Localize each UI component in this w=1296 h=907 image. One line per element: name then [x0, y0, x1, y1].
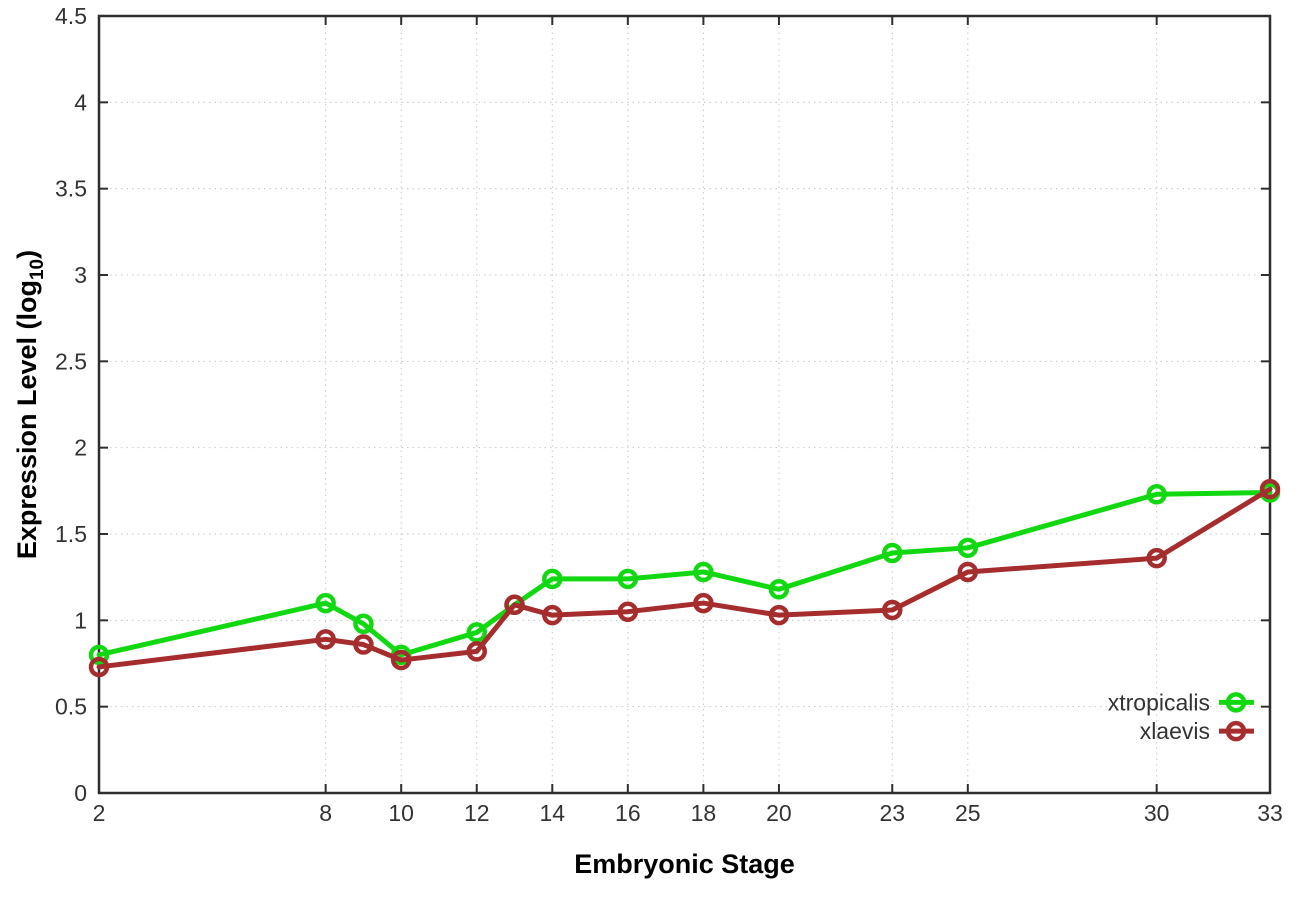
x-tick-label: 12: [464, 800, 490, 826]
series-xtropicalis-marker: [466, 622, 487, 643]
series-xlaevis-line: [96, 486, 1273, 670]
y-axis-title: Expression Level (log10): [12, 250, 48, 559]
series-xlaevis-marker: [466, 641, 487, 662]
y-tick-label: 3: [74, 262, 87, 288]
series-xlaevis-marker: [315, 629, 336, 650]
series-xtropicalis-marker: [542, 568, 563, 590]
series-xlaevis-marker: [390, 649, 412, 671]
series-xlaevis-marker: [957, 561, 979, 583]
x-tick-label: 2: [93, 800, 106, 826]
y-tick-label: 0: [74, 780, 87, 806]
series-xtropicalis-marker: [693, 561, 714, 583]
series-xlaevis-marker: [542, 604, 563, 626]
x-tick-label: 10: [388, 800, 414, 826]
series-xtropicalis-marker: [315, 592, 336, 614]
series-xlaevis-marker: [1146, 547, 1167, 569]
y-tick-label: 1.5: [55, 521, 87, 547]
x-tick-label: 23: [879, 800, 905, 826]
y-tick-label: 4.5: [55, 3, 87, 29]
y-tick-label: 3.5: [55, 176, 87, 202]
x-tick-label: 16: [615, 800, 641, 826]
x-tick-label: 14: [539, 800, 565, 826]
plot-border: [97, 14, 1272, 795]
series-xtropicalis-marker: [353, 613, 374, 635]
series-xlaevis-marker: [882, 599, 903, 621]
series-xlaevis-marker: [353, 634, 374, 655]
series-xlaevis-marker: [504, 594, 525, 616]
series-xtropicalis-marker: [882, 542, 903, 564]
x-tick-label: 33: [1257, 800, 1283, 826]
series-xlaevis-marker: [617, 601, 639, 622]
legend-marker-xtropicalis: [1225, 692, 1247, 713]
x-tick-label: 25: [955, 800, 981, 826]
legend-marker-xlaevis: [1225, 720, 1247, 742]
y-tick-label: 2: [74, 435, 87, 461]
series-xlaevis-marker: [88, 656, 110, 678]
x-tick-label: 30: [1144, 800, 1170, 826]
series-xtropicalis-marker: [768, 579, 790, 600]
series-xtropicalis-marker: [88, 644, 110, 666]
legend-label-xlaevis: xlaevis: [1140, 718, 1210, 744]
y-tick-label: 2.5: [55, 348, 87, 374]
x-axis-title: Embryonic Stage: [574, 849, 795, 879]
x-tick-label: 8: [319, 800, 332, 826]
legend-label-xtropicalis: xtropicalis: [1108, 689, 1210, 715]
series-xtropicalis-marker: [957, 537, 979, 559]
series-xlaevis-marker: [693, 592, 714, 614]
series-xtropicalis-line: [96, 490, 1273, 658]
y-tick-label: 4: [74, 89, 87, 115]
y-tick-label: 1: [74, 607, 87, 633]
x-tick-label: 18: [691, 800, 717, 826]
series-xlaevis-marker: [1259, 478, 1281, 500]
series-xtropicalis-marker: [617, 568, 639, 590]
series-xlaevis-marker: [768, 604, 790, 626]
series-xtropicalis-marker: [1146, 484, 1167, 505]
x-tick-label: 20: [766, 800, 792, 826]
y-tick-label: 0.5: [55, 694, 87, 720]
